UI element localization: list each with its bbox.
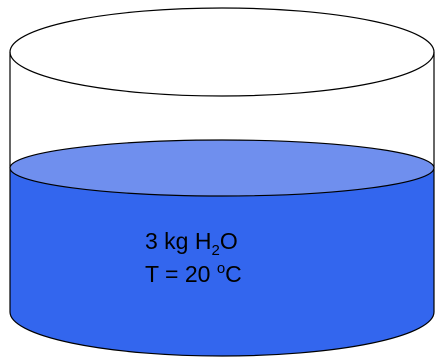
water-mass-label: 3 kg H2O bbox=[145, 228, 238, 259]
temp-unit: C bbox=[225, 261, 242, 287]
container-top-rim bbox=[9, 7, 435, 97]
degree-superscript: o bbox=[216, 260, 226, 277]
water-surface bbox=[9, 139, 435, 197]
mass-subscript: 2 bbox=[211, 242, 220, 259]
temp-text: T = 20 bbox=[145, 261, 217, 287]
temperature-label: T = 20 oC bbox=[145, 260, 242, 287]
mass-text: 3 kg H bbox=[145, 228, 212, 254]
mass-suffix: O bbox=[219, 228, 238, 254]
water-body bbox=[9, 167, 435, 357]
